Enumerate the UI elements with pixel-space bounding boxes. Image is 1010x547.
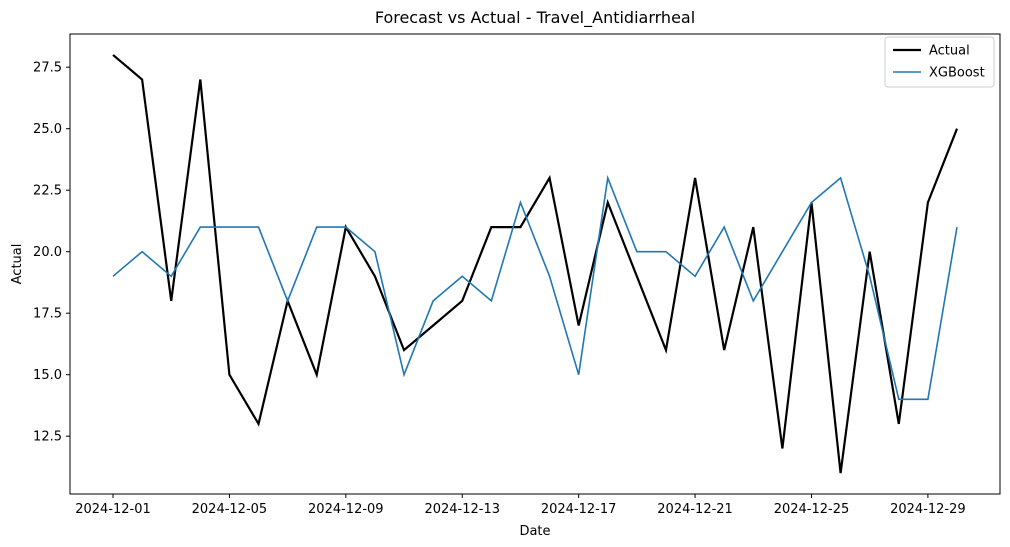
series-line-xgboost [112, 174, 958, 401]
series-line-actual [112, 54, 959, 474]
chart-title: Forecast vs Actual - Travel_Antidiarrhea… [375, 8, 695, 28]
y-axis: 12.5 15.0 17.5 20.0 22.5 25.0 27.5 [33, 61, 70, 445]
x-tick-label: 2024-12-17 [541, 502, 617, 517]
x-tick-label: 2024-12-01 [75, 502, 151, 517]
x-axis: 2024-12-01 2024-12-05 2024-12-09 2024-12-13… [75, 494, 966, 517]
series-layer [112, 54, 959, 474]
y-tick-label: 12.5 [33, 430, 62, 445]
legend: Actual XGBoost [884, 36, 995, 88]
y-tick-label: 22.5 [33, 184, 62, 199]
y-tick-label: 27.5 [33, 61, 62, 76]
plot-frame [69, 33, 1001, 495]
x-tick-label: 2024-12-13 [424, 502, 500, 517]
y-tick-label: 15.0 [33, 368, 62, 383]
x-tick-label: 2024-12-05 [192, 502, 268, 517]
y-tick-label: 17.5 [33, 307, 62, 322]
y-tick-label: 25.0 [33, 122, 62, 137]
x-tick-label: 2024-12-29 [890, 502, 966, 517]
legend-label-actual: Actual [929, 44, 970, 59]
x-axis-label: Date [519, 524, 550, 539]
x-tick-label: 2024-12-09 [308, 502, 384, 517]
x-tick-label: 2024-12-25 [774, 502, 850, 517]
x-tick-label: 2024-12-21 [657, 502, 733, 517]
legend-label-xgboost: XGBoost [929, 66, 985, 81]
y-axis-label: Actual [10, 244, 25, 285]
y-tick-label: 20.0 [33, 245, 62, 260]
